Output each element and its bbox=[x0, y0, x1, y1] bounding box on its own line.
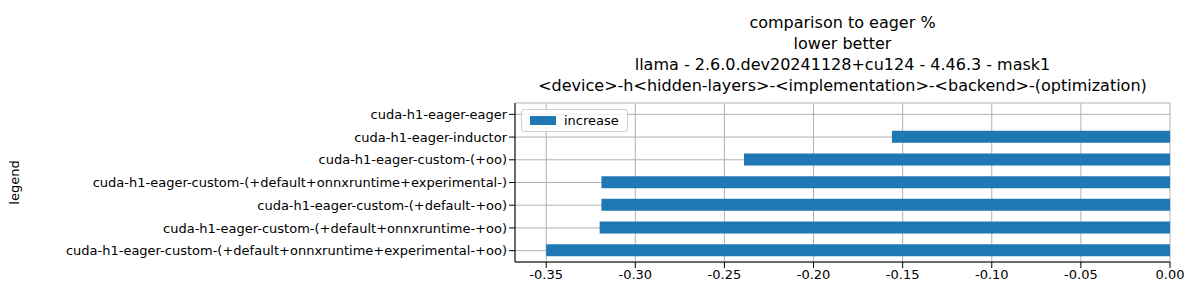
svg-text:cuda-h1-eager-custom-(+default: cuda-h1-eager-custom-(+default+onnxrunti… bbox=[163, 221, 507, 236]
svg-text:cuda-h1-eager-custom-(+oo): cuda-h1-eager-custom-(+oo) bbox=[319, 152, 507, 167]
svg-text:-0.20: -0.20 bbox=[797, 267, 831, 282]
html-text:<device>-h<hidden-layers>-<imp: <device>-h<hidden-layers>-<implementatio… bbox=[538, 76, 1147, 95]
svg-text:cuda-h1-eager-inductor: cuda-h1-eager-inductor bbox=[354, 130, 507, 145]
svg-text:-0.15: -0.15 bbox=[886, 267, 920, 282]
svg-text:0.00: 0.00 bbox=[1156, 267, 1185, 282]
html-text:increase: increase bbox=[564, 113, 619, 128]
svg-text:legend: legend bbox=[8, 160, 22, 204]
html-text:llama - 2.6.0.dev20241128+cu12: llama - 2.6.0.dev20241128+cu124 - 4.46.3… bbox=[634, 55, 1051, 74]
svg-text:-0.25: -0.25 bbox=[708, 267, 742, 282]
svg-text:cuda-h1-eager-custom-(+default: cuda-h1-eager-custom-(+default+onnxrunti… bbox=[66, 243, 507, 258]
svg-text:-0.05: -0.05 bbox=[1064, 267, 1098, 282]
html-text:lower better: lower better bbox=[793, 34, 892, 53]
svg-text:-0.35: -0.35 bbox=[529, 267, 563, 282]
svg-text:cuda-h1-eager-eager: cuda-h1-eager-eager bbox=[371, 107, 508, 122]
svg-text:cuda-h1-eager-custom-(+default: cuda-h1-eager-custom-(+default+onnxrunti… bbox=[93, 175, 507, 190]
svg-text:-0.10: -0.10 bbox=[975, 267, 1009, 282]
html-text:comparison to eager %: comparison to eager % bbox=[749, 13, 936, 32]
svg-text:-0.30: -0.30 bbox=[618, 267, 652, 282]
svg-text:cuda-h1-eager-custom-(+default: cuda-h1-eager-custom-(+default-+oo) bbox=[257, 198, 507, 213]
